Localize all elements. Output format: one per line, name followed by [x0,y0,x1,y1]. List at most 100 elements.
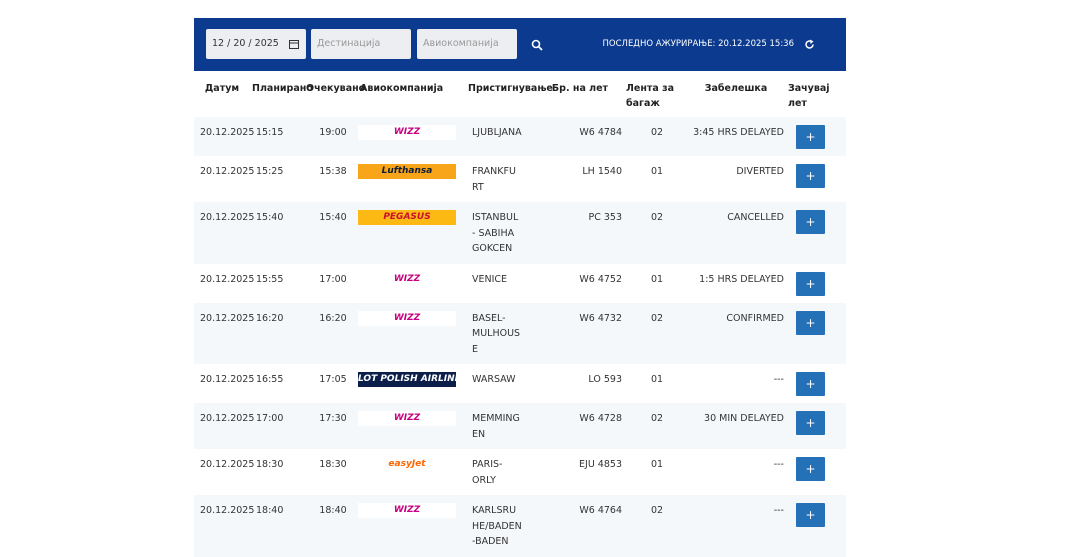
airline-logo: WIZZ [358,503,456,518]
destination: MEMMINGEN [472,413,520,440]
flight-row: 20.12.2025 16:20 16:20 WIZZ BASEL-MULHOUSE W6… [194,302,846,365]
destination-cell: WARSAW [466,364,536,403]
save-cell: + [786,403,846,449]
search-icon[interactable] [531,39,543,51]
airline-cell: WIZZ [358,117,466,156]
save-button[interactable]: + [796,164,825,188]
flights-table: Датум Планирано Очекувано Авиокомпанија Прис… [194,71,846,557]
flight-row: 20.12.2025 15:15 19:00 WIZZ LJUBLJANA W6 4784… [194,117,846,156]
airline-cell: WIZZ [358,264,466,303]
save-button[interactable]: + [796,411,825,435]
airline-input[interactable]: Авиокомпанија [417,29,517,59]
date: 20.12.2025 [200,374,255,385]
destination: PARIS-ORLY [472,459,503,486]
note: DIVERTED [736,166,784,177]
expected-time: 16:20 [319,312,347,324]
save-cell: + [786,449,846,495]
baggage-belt: 02 [650,127,664,138]
column-header: Датум [204,83,240,94]
date-value: 12 / 20 / 2025 [212,38,279,49]
date: 20.12.2025 [200,413,255,424]
scheduled-time: 16:20 [256,312,284,324]
destination: FRANKFURT [472,166,516,193]
last-updated: ПОСЛЕДНО АЖУРИРАЊЕ: 20.12.2025 15:36 [602,39,794,49]
baggage-belt: 01 [650,273,664,285]
date: 20.12.2025 [200,127,255,138]
note: CANCELLED [727,212,784,223]
save-button[interactable]: + [796,271,825,296]
refresh-icon[interactable] [804,39,815,50]
date-input[interactable]: 12 / 20 / 2025 [206,29,306,59]
flight-row: 20.12.2025 18:30 18:30 easyJet PARIS-ORLY EJU… [194,449,846,495]
date: 20.12.2025 [200,166,255,177]
scheduled-time: 17:00 [256,413,284,424]
airline-cell: PEGASUS [358,202,466,264]
note: --- [773,505,784,516]
scheduled-time: 15:25 [256,166,284,177]
save-button[interactable]: + [796,310,825,335]
flight-number: PC 353 [588,212,622,223]
flight-row: 20.12.2025 18:40 18:40 WIZZ KARLSRUHE/BADEN-… [194,495,846,557]
airline-cell: WIZZ [358,495,466,557]
airline-logo: WIZZ [358,271,456,287]
save-button[interactable]: + [796,503,825,527]
note: CONFIRMED [726,312,784,324]
flight-number: W6 4784 [579,127,622,138]
airline-cell: Lufthansa [358,156,466,202]
baggage-belt: 02 [650,212,664,223]
destination-cell: MEMMINGEN [466,403,536,449]
flight-number: W6 4728 [579,413,622,424]
flight-row: 20.12.2025 15:55 17:00 WIZZ VENICE W6 4752 01 1… [194,264,846,303]
note: 30 MIN DELAYED [704,413,784,424]
column-header: Зачувај лет [788,83,830,109]
save-cell: + [786,117,846,156]
save-button[interactable]: + [796,457,825,481]
expected-time: 17:05 [319,374,347,385]
baggage-belt: 01 [650,166,664,177]
destination-cell: ISTANBUL - SABIHA GOKCEN [466,202,536,264]
date: 20.12.2025 [200,212,255,223]
note: --- [773,459,784,470]
flight-board: 12 / 20 / 2025 Дестинација Авиокомпанија… [194,18,846,557]
airline-cell: easyJet [358,449,466,495]
flight-number: W6 4764 [579,505,622,516]
destination-cell: VENICE [466,264,536,303]
airline-logo: easyJet [388,459,426,469]
expected-time: 15:40 [319,212,347,223]
save-cell: + [786,156,846,202]
destination: KARLSRUHE/BADEN-BADEN [472,505,522,547]
expected-time: 18:40 [319,505,347,516]
destination-cell: BASEL-MULHOUSE [466,303,536,365]
save-button[interactable]: + [796,210,825,234]
date: 20.12.2025 [200,273,255,285]
destination-input[interactable]: Дестинација [311,29,411,59]
save-button[interactable]: + [796,372,825,396]
airline-logo: PEGASUS [358,210,456,225]
airline-logo: WIZZ [358,411,456,426]
destination: ISTANBUL - SABIHA GOKCEN [472,212,519,254]
note: 3:45 HRS DELAYED [693,127,784,138]
save-cell: + [786,364,846,403]
column-header: Бр. на лет [551,83,609,94]
flight-row: 20.12.2025 15:40 15:40 PEGASUS ISTANBUL - SA… [194,202,846,264]
calendar-icon [289,40,299,49]
scheduled-time: 15:40 [256,212,284,223]
column-header: Лента за багаж [626,83,675,109]
flight-number: LH 1540 [582,166,622,177]
save-cell: + [786,495,846,557]
page: 12 / 20 / 2025 Дестинација Авиокомпанија… [194,18,846,547]
baggage-belt: 02 [650,413,664,424]
save-button[interactable]: + [796,125,825,149]
baggage-belt: 01 [650,459,664,470]
date: 20.12.2025 [200,505,255,516]
baggage-belt: 01 [650,374,664,385]
filter-bar: 12 / 20 / 2025 Дестинација Авиокомпанија… [194,18,846,71]
destination: WARSAW [472,374,516,385]
column-header: Пристигнување [468,83,553,94]
destination: VENICE [472,273,508,285]
destination-cell: LJUBLJANA [466,117,536,156]
flight-number: EJU 4853 [579,459,622,470]
airline-logo: Lufthansa [358,164,456,179]
date: 20.12.2025 [200,459,255,470]
